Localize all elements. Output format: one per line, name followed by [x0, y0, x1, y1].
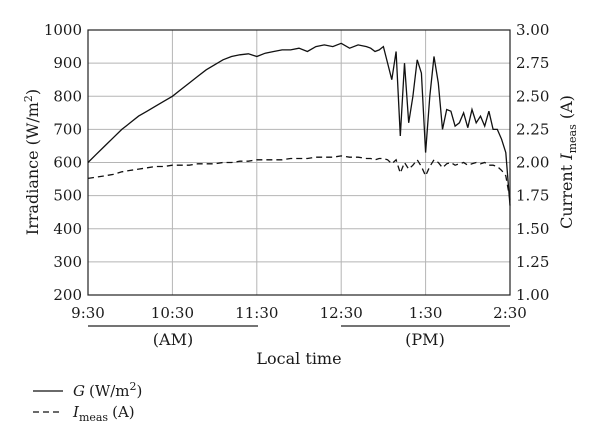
y-right-tick-label: 1.00 [516, 286, 549, 304]
y-right-tick-label: 1.25 [516, 253, 549, 271]
legend-g-unit-sup: 2 [130, 380, 137, 393]
y-right-tick-label: 1.75 [516, 187, 549, 205]
series-line-current [87, 155, 511, 200]
legend-label-current: Imeas (A) [72, 403, 135, 424]
y-right-title-main: Current [557, 160, 576, 229]
y-left-title-sup: 2 [22, 95, 35, 102]
legend-i-unit: (A) [112, 403, 135, 421]
y-right-tick-label: 2.00 [516, 154, 549, 172]
y-left-tick-label: 600 [53, 154, 82, 172]
y-right-tick-label: 2.25 [516, 120, 549, 138]
grid-layer [88, 30, 510, 295]
legend-g-symbol: G [73, 382, 85, 400]
y-left-tick-label: 400 [53, 220, 82, 238]
tick-labels: 200 300 400 500 600 700 800 900 1000 1.00 1.25 1.50… [44, 21, 550, 322]
series-line-irradiance [87, 42, 511, 206]
x-axis-title: Local time [256, 349, 341, 368]
y-left-tick-label: 900 [53, 54, 82, 72]
y-left-tick-label: 1000 [44, 21, 82, 39]
legend-i-symbol: I [72, 403, 80, 421]
y-axis-left-title: Irradiance (W/m2) [22, 89, 42, 235]
y-right-title-symbol: I [557, 153, 576, 161]
y-left-title-close: ) [23, 89, 42, 95]
x-tick-label: 1:30 [409, 304, 443, 322]
y-left-tick-label: 200 [53, 286, 82, 304]
x-tick-label: 11:30 [235, 304, 278, 322]
y-left-tick-label: 700 [53, 120, 82, 138]
y-left-tick-label: 500 [53, 187, 82, 205]
y-right-tick-label: 1.50 [516, 220, 549, 238]
legend-g-unit-open: (W/m [89, 382, 130, 400]
y-right-tick-label: 2.50 [516, 87, 549, 105]
legend-g-unit-close: ) [137, 382, 143, 400]
y-left-tick-label: 300 [53, 253, 82, 271]
legend-i-sub: meas [79, 411, 108, 424]
y-left-title-main: Irradiance (W/m [23, 102, 42, 235]
y-axis-right-title: Current Imeas (A) [557, 95, 579, 229]
am-label: (AM) [153, 330, 193, 349]
y-right-title-sub: meas [566, 124, 579, 153]
legend-label-irradiance: G (W/m2) [73, 380, 142, 400]
y-right-tick-label: 3.00 [516, 21, 549, 39]
pm-label: (PM) [405, 330, 445, 349]
x-tick-label: 2:30 [493, 304, 527, 322]
y-left-tick-label: 800 [53, 87, 82, 105]
x-tick-label: 12:30 [320, 304, 363, 322]
x-tick-label: 9:30 [71, 304, 105, 322]
legend: G (W/m2) Imeas (A) [33, 380, 142, 424]
y-right-tick-label: 2.75 [516, 54, 549, 72]
x-tick-label: 10:30 [151, 304, 194, 322]
y-right-title-unit: (A) [557, 95, 576, 124]
